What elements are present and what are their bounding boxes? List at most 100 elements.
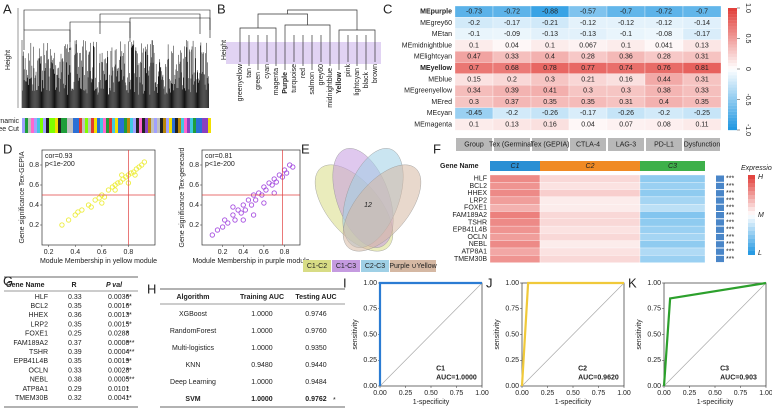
- heatmap-block: [489, 204, 541, 212]
- cell-value: 0.13: [695, 42, 709, 49]
- module-color: [43, 118, 46, 133]
- leaf-label: brown: [372, 64, 379, 83]
- module-color: [49, 118, 52, 133]
- row-label: MEcyan: [427, 110, 452, 117]
- colorbar-step: [728, 65, 737, 70]
- table-cell: 0.0016: [108, 303, 130, 310]
- heatmap-block: [639, 255, 706, 263]
- table-cell: XGBoost: [179, 311, 207, 318]
- x-tick-label: 0.4: [238, 249, 248, 256]
- table-cell: 0.0004: [108, 349, 130, 356]
- module-color: [145, 118, 148, 133]
- cell-value: 0.76: [657, 65, 671, 72]
- column-label: LAG-3: [616, 141, 636, 148]
- module-color: [199, 118, 202, 133]
- leaf-label: black: [363, 72, 370, 89]
- legend-title: Expression: [741, 165, 772, 172]
- y-tick-label: 0.75: [505, 306, 519, 313]
- heatmap-block: [489, 233, 541, 241]
- scatter-point: [214, 227, 221, 233]
- colorbar-step: [728, 38, 737, 42]
- y-tick-label: 0.50: [363, 331, 377, 338]
- leaf-label: pink: [345, 64, 352, 77]
- cell-value: 0.28: [657, 54, 671, 61]
- column-header: Gene Name: [440, 163, 479, 170]
- x-tick-label: 0.75: [734, 390, 748, 397]
- cell-value: 0.2: [507, 76, 517, 83]
- panel-label: J: [486, 275, 493, 290]
- scatter-point: [240, 202, 246, 208]
- heatmap-block: [539, 211, 641, 219]
- module-color: [169, 118, 172, 133]
- significance-box: [716, 182, 724, 190]
- gene-label: TSHR: [468, 219, 487, 226]
- cell-value: 0.1: [469, 42, 479, 49]
- module-color: [58, 118, 61, 133]
- module-color: [73, 118, 76, 133]
- colorbar-step: [728, 53, 737, 57]
- heatmap-block: [489, 211, 541, 219]
- module-color: [175, 118, 178, 133]
- row-label: MEmagenta: [414, 121, 452, 128]
- venn-intersection: 12: [364, 202, 372, 209]
- table-cell: 0.9762: [305, 396, 327, 403]
- cell-value: 0.11: [695, 121, 708, 128]
- table-cell: 0.33: [68, 367, 82, 374]
- legend-step: [748, 215, 755, 219]
- legend-step: [748, 179, 755, 183]
- heatmap-block: [489, 196, 541, 205]
- cell-value: -0.57: [580, 8, 596, 15]
- table-cell: EPB41L4B: [14, 358, 49, 365]
- table-cell: ***: [126, 340, 134, 347]
- table-cell: 0.9350: [305, 345, 327, 352]
- panel-label: K: [628, 275, 637, 290]
- table-cell: 0.9760: [305, 328, 327, 335]
- legend-step: [748, 199, 755, 203]
- heatmap-block: [539, 174, 641, 183]
- column-label: CTLA-4: [576, 141, 600, 148]
- table-cell: 1.0000: [251, 396, 273, 403]
- cell-value: -0.88: [542, 8, 558, 15]
- heatmap-block: [489, 247, 541, 256]
- y-tick-label: 0.8: [189, 162, 199, 169]
- legend-step: [748, 187, 755, 191]
- significance: ***: [726, 183, 734, 190]
- colorbar-step: [728, 41, 737, 45]
- significance-box: [716, 226, 724, 233]
- table-cell: TMEM30B: [15, 395, 48, 402]
- cell-value: -0.12: [618, 20, 634, 27]
- annotation: p<1e-200: [205, 161, 235, 168]
- gene-label: ATP8A1: [461, 248, 487, 255]
- table-cell: *: [126, 386, 129, 393]
- y-tick-label: 0.75: [363, 306, 377, 313]
- cell-value: -0.12: [656, 20, 672, 27]
- cell-value: -0.7: [696, 8, 708, 15]
- auc-label: AUC=1.0000: [436, 375, 477, 382]
- roc-curve: [662, 281, 767, 387]
- cluster-bar: [490, 161, 540, 171]
- table-cell: BCL2: [30, 303, 48, 310]
- y-tick-label: 1.00: [505, 280, 519, 287]
- scatter-point: [261, 200, 267, 206]
- heatmap-block: [489, 225, 541, 234]
- scatter-point: [250, 212, 257, 218]
- table-cell: Multi-logistics: [172, 345, 215, 352]
- table-cell: 0.0288: [108, 331, 130, 338]
- cell-value: 0.81: [695, 65, 709, 72]
- table-cell: 0.0101: [108, 386, 130, 393]
- colorbar-step: [728, 8, 737, 12]
- cell-value: 0.47: [467, 54, 481, 61]
- annotation: cor=0.81: [205, 153, 233, 160]
- legend-step: [748, 231, 755, 235]
- gene-label: FAM189A2: [452, 212, 487, 219]
- significance-box: [716, 233, 724, 241]
- legend-step: [748, 251, 755, 255]
- heatmap-block: [489, 255, 541, 263]
- scatter-point: [240, 217, 246, 223]
- x-axis-label: 1-specificity: [413, 399, 450, 406]
- legend-step: [748, 191, 755, 195]
- cell-value: 0.16: [619, 76, 633, 83]
- gene-label: BCL2: [469, 183, 487, 190]
- auc-label: AUC=0.903: [720, 375, 757, 382]
- table-cell: 1.0000: [251, 311, 273, 318]
